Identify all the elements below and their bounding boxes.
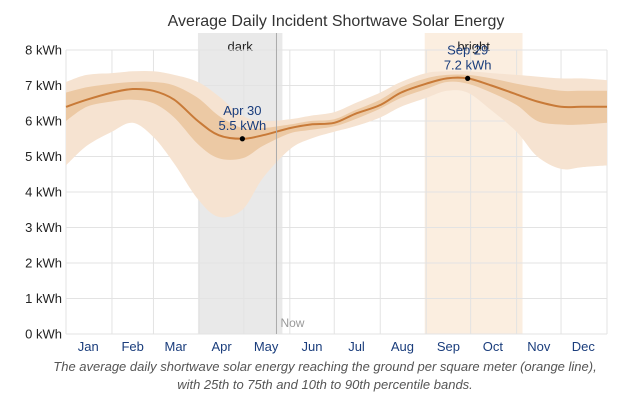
average-energy-line bbox=[65, 76, 607, 140]
y-tick-label: 0 kWh bbox=[25, 327, 62, 342]
band-25th-75th-percentile bbox=[66, 74, 607, 160]
x-tick-label-jun: Jun bbox=[302, 339, 323, 354]
y-tick-label: 6 kWh bbox=[25, 114, 62, 129]
annotation-date-1: Sep 29 bbox=[447, 42, 488, 57]
chart-title: Average Daily Incident Shortwave Solar E… bbox=[168, 13, 505, 30]
x-tick-label-feb: Feb bbox=[121, 339, 143, 354]
y-tick-label: 8 kWh bbox=[25, 43, 62, 58]
x-tick-label-may: May bbox=[254, 339, 279, 354]
y-tick-label: 1 kWh bbox=[25, 291, 62, 306]
x-tick-label-apr: Apr bbox=[212, 339, 233, 354]
annotation-point-1 bbox=[465, 75, 471, 81]
y-tick-label: 2 kWh bbox=[25, 256, 62, 271]
x-tick-label-sep: Sep bbox=[437, 339, 460, 354]
chart-caption: The average daily shortwave solar energy… bbox=[53, 359, 597, 392]
annotation-value-0: 5.5 kWh bbox=[219, 118, 267, 133]
now-label: Now bbox=[280, 316, 304, 330]
y-tick-label: 4 kWh bbox=[25, 185, 62, 200]
x-tick-label-nov: Nov bbox=[527, 339, 551, 354]
annotation-point-0 bbox=[239, 136, 245, 142]
x-tick-label-jul: Jul bbox=[348, 339, 365, 354]
x-tick-label-mar: Mar bbox=[164, 339, 187, 354]
y-tick-label: 5 kWh bbox=[25, 149, 62, 164]
y-tick-label: 7 kWh bbox=[25, 78, 62, 93]
annotation-value-1: 7.2 kWh bbox=[444, 57, 492, 72]
annotation-date-0: Apr 30 bbox=[223, 103, 261, 118]
period-dark-label: dark bbox=[228, 39, 254, 54]
x-tick-label-jan: Jan bbox=[78, 339, 99, 354]
x-tick-label-aug: Aug bbox=[391, 339, 414, 354]
x-tick-label-dec: Dec bbox=[572, 339, 596, 354]
x-tick-label-oct: Oct bbox=[483, 339, 504, 354]
y-tick-label: 3 kWh bbox=[25, 220, 62, 235]
